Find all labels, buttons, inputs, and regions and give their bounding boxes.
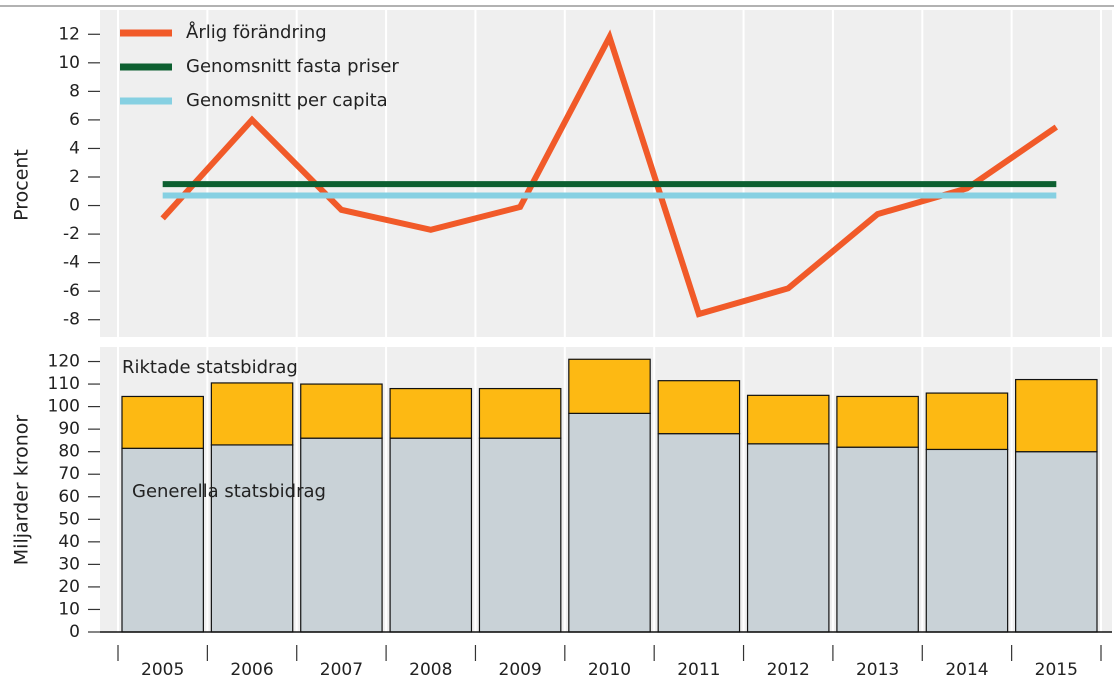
y-tick-label: 10 [58,53,80,73]
y-tick-label: 80 [58,442,80,462]
x-tick-label: 2011 [677,660,720,680]
y-tick-label: 8 [69,81,80,101]
bar-segment [478,387,562,439]
bar-segment [478,437,562,633]
y-tick-label: -4 [63,253,80,273]
y-tick-label: -8 [63,310,80,330]
y-tick-label: 50 [58,509,80,529]
line-series [160,29,1059,318]
y-tick-label: 6 [69,110,80,130]
bar-segment [1015,451,1098,633]
series-annotation: Riktade statsbidrag [122,357,298,378]
y-tick-label: 0 [69,196,80,216]
x-tick-label: 2008 [409,660,452,680]
bar-segment [836,395,919,448]
x-tick-label: 2007 [320,660,363,680]
y-tick-label: 12 [58,24,80,44]
bar-segment [836,446,919,633]
bar-segment [389,387,473,439]
y-tick-label: 120 [48,352,80,372]
bar-segment [121,395,204,449]
bar-segment [121,447,204,633]
bar-segment [746,394,830,445]
y-tick-label: 0 [69,622,80,642]
y-tick-label: 100 [48,397,80,417]
y-tick-label: 10 [58,599,80,619]
y-tick-label: -2 [63,224,80,244]
x-tick-label: 2009 [499,660,542,680]
bar-segment [389,437,473,633]
bar-segment [1015,378,1098,453]
x-tick-label: 2014 [945,660,988,680]
x-tick-label: 2005 [141,660,184,680]
x-tick-label: 2010 [588,660,631,680]
y-tick-label: -6 [63,281,80,301]
y-tick-label: 90 [58,419,80,439]
y-tick-label: 2 [69,167,80,187]
y-tick-label: 30 [58,554,80,574]
legend-label: Årlig förändring [186,21,327,43]
y-tick-label: 60 [58,487,80,507]
x-tick-label: 2006 [230,660,273,680]
bar-segment [746,443,830,633]
x-tick-label: 2015 [1035,660,1078,680]
bar-segment [300,383,383,439]
bar-segment [300,437,383,633]
bar-segment [657,433,741,633]
y-tick-label: 110 [48,374,80,394]
bar-segment [210,382,294,446]
y-tick-label: 40 [58,532,80,552]
legend-label: Genomsnitt fasta priser [186,56,399,77]
bar-segment [210,444,294,633]
y-tick-label: 70 [58,464,80,484]
bar-segment [925,392,1009,451]
bar-segment [925,448,1009,633]
y-axis-label: Miljarder kronor [11,415,33,566]
bar-segment [657,380,741,435]
y-tick-label: 4 [69,138,80,158]
plot-background [100,10,1112,337]
x-tick-label: 2012 [767,660,810,680]
bar-segment [568,358,651,414]
bar-segment [568,412,651,633]
legend-label: Genomsnitt per capita [186,90,388,111]
y-axis-label: Procent [11,149,33,221]
series-annotation: Generella statsbidrag [132,481,326,502]
x-tick-label: 2013 [856,660,899,680]
y-tick-label: 20 [58,577,80,597]
